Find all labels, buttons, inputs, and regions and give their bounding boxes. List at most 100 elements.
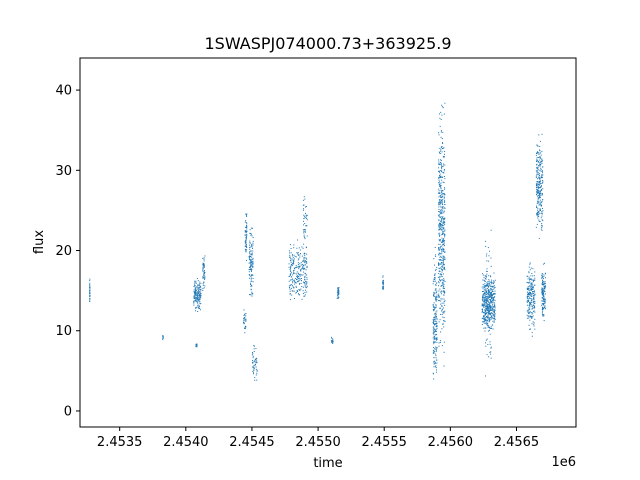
- data-point: [486, 300, 488, 302]
- data-point: [491, 301, 493, 303]
- data-point: [527, 300, 529, 302]
- data-point: [193, 289, 195, 291]
- data-point: [527, 278, 529, 280]
- data-point: [482, 317, 484, 319]
- data-point: [301, 263, 303, 265]
- data-point: [439, 175, 441, 177]
- data-point: [441, 146, 443, 148]
- data-point: [245, 230, 247, 232]
- data-point: [537, 165, 539, 167]
- data-point: [484, 311, 486, 313]
- data-point: [491, 289, 493, 291]
- data-point: [435, 297, 437, 299]
- data-point: [243, 318, 245, 320]
- data-point: [433, 349, 435, 351]
- data-point: [442, 181, 444, 183]
- data-point: [441, 256, 443, 258]
- data-point: [290, 272, 292, 274]
- data-point: [443, 312, 445, 314]
- data-point: [382, 288, 384, 290]
- data-point: [290, 247, 292, 249]
- data-point: [245, 220, 247, 222]
- data-point: [488, 311, 490, 313]
- data-point: [252, 360, 254, 362]
- data-point: [543, 287, 545, 289]
- data-point: [435, 316, 437, 318]
- data-point: [297, 252, 299, 254]
- data-point: [198, 305, 200, 307]
- data-point: [541, 289, 543, 291]
- data-point: [444, 203, 446, 205]
- data-point: [243, 309, 245, 311]
- data-point: [295, 286, 297, 288]
- data-point: [303, 267, 305, 269]
- data-point: [486, 282, 488, 284]
- data-point: [532, 298, 534, 300]
- data-point: [435, 305, 437, 307]
- data-point: [444, 178, 446, 180]
- data-point: [491, 294, 493, 296]
- data-point: [441, 191, 443, 193]
- data-point: [439, 235, 441, 237]
- data-point: [494, 304, 496, 306]
- data-point: [438, 132, 440, 134]
- data-point: [438, 223, 440, 225]
- data-point: [437, 281, 439, 283]
- data-point: [252, 277, 254, 279]
- data-point: [541, 291, 543, 293]
- x-axis-ticks: 2.4535 2.4540 2.4545 2.4550 2.4555 2.4560 2.45…: [97, 427, 539, 450]
- data-point: [486, 306, 488, 308]
- data-point: [304, 264, 306, 266]
- data-point: [439, 159, 441, 161]
- data-point: [434, 341, 436, 343]
- data-point: [436, 341, 438, 343]
- data-point: [304, 289, 306, 291]
- data-point: [536, 164, 538, 166]
- data-point: [302, 290, 304, 292]
- data-point: [337, 293, 339, 295]
- data-point: [289, 244, 291, 246]
- data-point: [528, 291, 530, 293]
- data-point: [483, 322, 485, 324]
- data-point: [196, 344, 198, 346]
- data-point: [295, 273, 297, 275]
- data-point: [306, 261, 308, 263]
- data-point: [306, 225, 308, 227]
- data-point: [298, 247, 300, 249]
- data-point: [199, 286, 201, 288]
- data-point: [246, 225, 248, 227]
- data-point: [540, 217, 542, 219]
- data-point: [484, 275, 486, 277]
- data-point: [484, 320, 486, 322]
- data-point: [434, 320, 436, 322]
- data-point: [197, 296, 199, 298]
- data-point: [439, 225, 441, 227]
- data-point: [290, 284, 292, 286]
- data-point: [382, 280, 384, 282]
- data-point: [441, 159, 443, 161]
- data-point: [251, 253, 253, 255]
- data-point: [438, 179, 440, 181]
- data-point: [534, 301, 536, 303]
- data-point: [438, 262, 440, 264]
- data-point: [542, 315, 544, 317]
- data-point: [485, 277, 487, 279]
- data-point: [441, 151, 443, 153]
- data-point: [252, 366, 254, 368]
- data-point: [338, 293, 340, 295]
- data-point: [542, 284, 544, 286]
- data-point: [483, 298, 485, 300]
- data-point: [542, 300, 544, 302]
- data-point: [253, 367, 255, 369]
- data-point: [195, 343, 197, 345]
- data-point: [542, 307, 544, 309]
- data-point: [296, 275, 298, 277]
- data-point: [440, 175, 442, 177]
- data-point: [531, 316, 533, 318]
- data-point: [529, 262, 531, 264]
- data-point: [489, 294, 491, 296]
- data-point: [536, 151, 538, 153]
- data-point: [89, 292, 91, 294]
- data-point: [442, 155, 444, 157]
- data-point: [527, 317, 529, 319]
